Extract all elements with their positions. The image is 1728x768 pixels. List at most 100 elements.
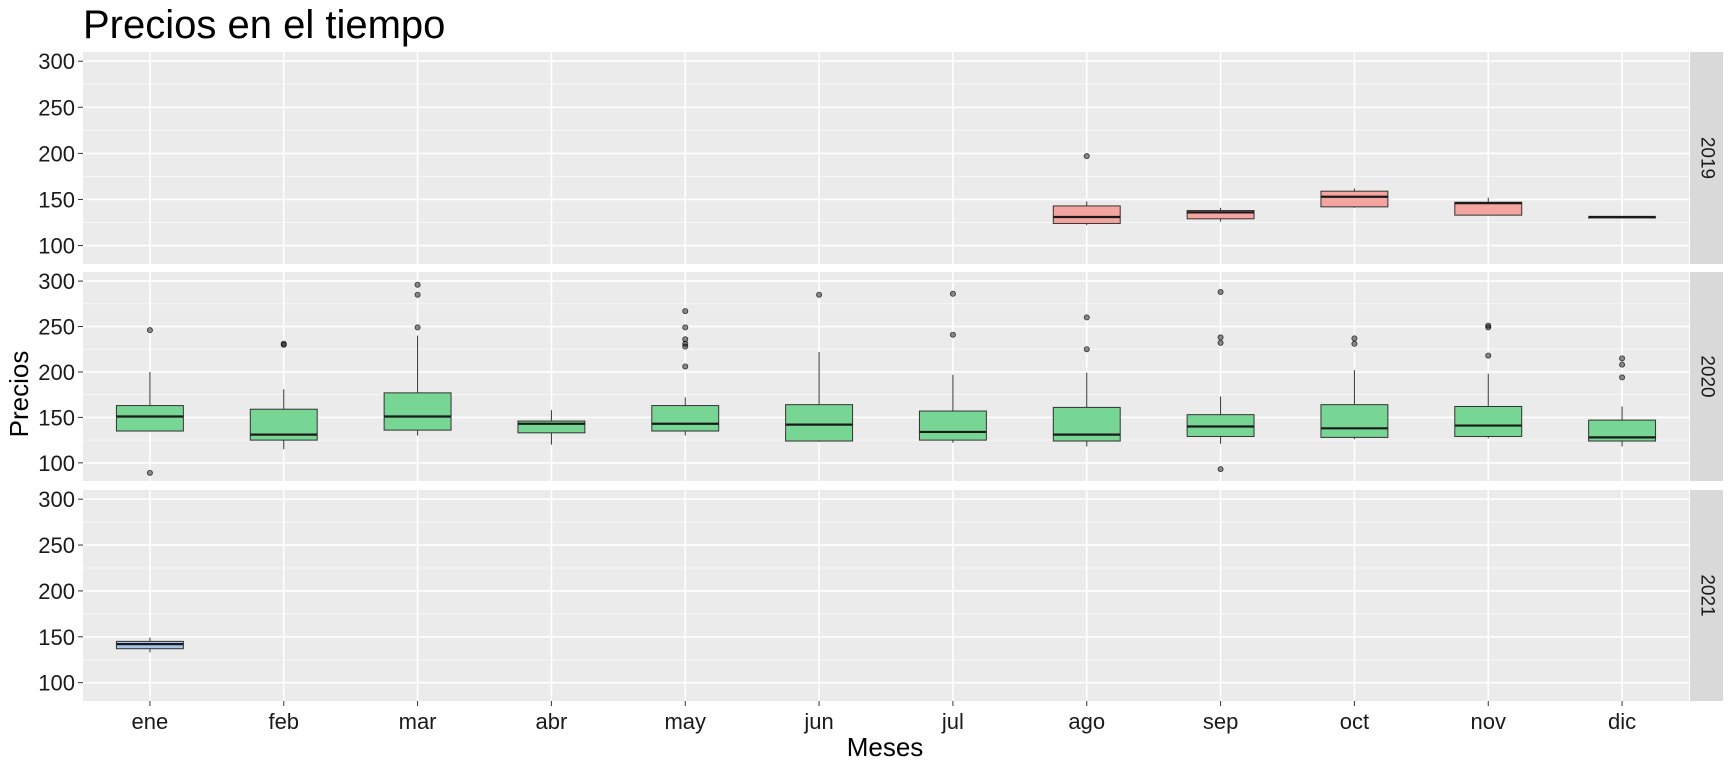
boxplot-2020-jun <box>785 291 854 442</box>
facet-panel-2019: 100 150 200 250 300 2019 <box>38 49 1723 264</box>
panel-background <box>83 272 1689 481</box>
boxplot-2019-dic <box>1588 215 1657 219</box>
boxplot-2019-nov <box>1454 197 1523 216</box>
boxplot-2020-may <box>651 308 720 436</box>
y-tick-label: 300 <box>38 49 75 74</box>
facet-strip <box>1690 52 1723 264</box>
y-tick-label: 150 <box>38 625 75 650</box>
box <box>1052 205 1121 224</box>
boxplot-2020-sep <box>1186 288 1255 473</box>
outlier-point <box>949 331 956 338</box>
facet-panel-2021: 100 150 200 250 300 2021 <box>38 487 1723 701</box>
boxplot-2020-oct <box>1320 335 1389 440</box>
x-axis-title: Meses <box>847 732 924 762</box>
boxplot-2021-ene <box>115 637 184 653</box>
y-tick-label: 200 <box>38 360 75 385</box>
outlier-point <box>414 291 421 298</box>
x-tick-label: may <box>664 709 706 734</box>
facet-strip <box>1690 490 1723 701</box>
box <box>785 404 854 442</box>
y-tick-label: 100 <box>38 234 75 259</box>
boxplot-2019-oct <box>1320 188 1389 208</box>
boxplot-2020-jul <box>918 290 987 443</box>
outlier-point <box>414 324 421 331</box>
outlier-point <box>1485 324 1492 331</box>
boxplot-2020-nov <box>1454 322 1523 439</box>
boxplot-2020-ago <box>1052 314 1121 447</box>
facet-panel-2020: 100 150 200 250 300 2020 <box>38 269 1723 481</box>
outlier-point <box>1083 153 1090 160</box>
y-tick-label: 300 <box>38 487 75 512</box>
x-tick-label: mar <box>399 709 437 734</box>
x-tick-label: feb <box>268 709 299 734</box>
boxplot-2020-mar <box>383 281 452 436</box>
x-tick-label: nov <box>1471 709 1506 734</box>
outlier-point <box>414 281 421 288</box>
chart-title: Precios en el tiempo <box>83 3 445 47</box>
box <box>517 420 586 434</box>
y-tick-label: 250 <box>38 533 75 558</box>
outlier-point <box>280 340 287 347</box>
outlier-point <box>1619 374 1626 381</box>
outlier-point <box>1217 339 1224 346</box>
plot-area: 1001502002503002019100150200250300202010… <box>38 49 1723 734</box>
outlier-point <box>816 291 823 298</box>
facet-strip-label: 2021 <box>1696 574 1717 616</box>
outlier-point <box>949 290 956 297</box>
panel-background <box>83 52 1689 264</box>
outlier-point <box>1351 335 1358 342</box>
facet-strip-label: 2020 <box>1696 355 1717 397</box>
outlier-point <box>1217 288 1224 295</box>
boxplot-2020-abr <box>517 410 586 445</box>
outlier-point <box>682 308 689 315</box>
x-tick-label: dic <box>1608 709 1636 734</box>
outlier-point <box>682 363 689 370</box>
outlier-point <box>146 469 153 476</box>
y-tick-label: 100 <box>38 451 75 476</box>
boxplot-2020-dic <box>1588 355 1657 447</box>
box <box>1320 190 1389 208</box>
x-tick-label: jun <box>803 709 833 734</box>
boxplot-2019-ago <box>1052 153 1121 226</box>
outlier-point <box>682 324 689 331</box>
box <box>918 410 987 441</box>
y-tick-label: 150 <box>38 405 75 430</box>
y-tick-label: 100 <box>38 671 75 696</box>
boxplot-2020-ene <box>115 327 184 476</box>
facet-strip <box>1690 272 1723 481</box>
box <box>383 392 452 431</box>
y-tick-label: 250 <box>38 95 75 120</box>
y-tick-label: 300 <box>38 269 75 294</box>
panel-background <box>83 490 1689 701</box>
outlier-point <box>1351 340 1358 347</box>
box <box>1186 210 1255 220</box>
y-tick-label: 200 <box>38 141 75 166</box>
outlier-point <box>1217 334 1224 341</box>
box <box>1052 406 1121 442</box>
y-tick-label: 250 <box>38 315 75 340</box>
outlier-point <box>146 327 153 334</box>
box <box>115 405 184 432</box>
outlier-point <box>682 340 689 347</box>
outlier-point <box>1217 466 1224 473</box>
x-tick-label: abr <box>536 709 568 734</box>
y-axis-title: Precios <box>4 351 34 438</box>
outlier-point <box>682 336 689 343</box>
x-tick-label: jul <box>941 709 964 734</box>
outlier-point <box>1619 361 1626 368</box>
box <box>651 405 720 432</box>
x-tick-label: ago <box>1068 709 1105 734</box>
y-tick-label: 200 <box>38 579 75 604</box>
x-tick-label: oct <box>1340 709 1369 734</box>
x-tick-label: sep <box>1203 709 1238 734</box>
outlier-point <box>1083 314 1090 321</box>
outlier-point <box>1485 352 1492 359</box>
outlier-point <box>1083 346 1090 353</box>
facet-strip-label: 2019 <box>1696 137 1717 179</box>
boxplot-2020-feb <box>249 340 318 450</box>
boxplot-2019-sep <box>1186 207 1255 222</box>
y-tick-label: 150 <box>38 187 75 212</box>
outlier-point <box>1619 355 1626 362</box>
box <box>1454 405 1523 437</box>
